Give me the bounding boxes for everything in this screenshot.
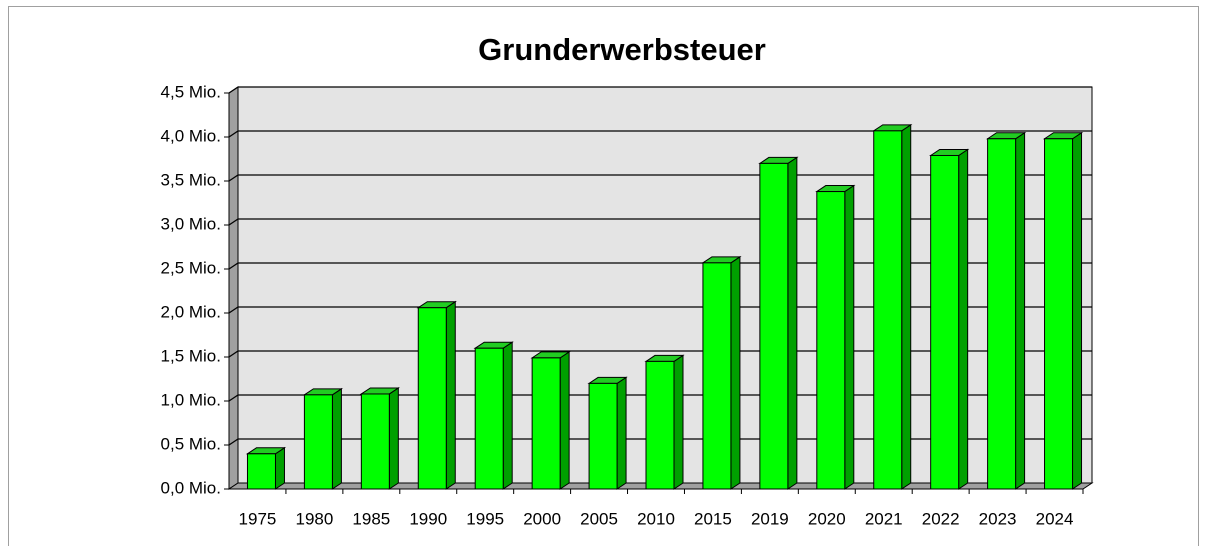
bar xyxy=(985,131,1027,490)
bar-front xyxy=(417,307,447,490)
bar-side xyxy=(331,387,342,490)
bar-front xyxy=(930,154,960,490)
bar-front xyxy=(702,262,732,490)
bar-side xyxy=(559,350,570,490)
bar xyxy=(701,255,742,490)
grid-line xyxy=(228,218,1092,226)
bar xyxy=(473,341,514,490)
bar-front xyxy=(360,393,390,490)
bar-side xyxy=(673,354,684,490)
x-tick-label: 2000 xyxy=(523,509,561,528)
bar-side xyxy=(274,446,285,490)
bar xyxy=(416,300,457,490)
bar-side xyxy=(844,184,855,490)
bar-front xyxy=(1044,138,1074,490)
x-tick-label: 2021 xyxy=(865,509,903,528)
x-tick-label: 2010 xyxy=(637,509,675,528)
bar-front xyxy=(588,382,618,490)
grid-line xyxy=(228,174,1092,182)
y-tick-label: 2,0 Mio. xyxy=(161,302,221,321)
grid-line xyxy=(228,306,1092,314)
x-tick-label: 2015 xyxy=(694,509,732,528)
bar xyxy=(302,387,344,490)
bar xyxy=(587,376,628,490)
bar xyxy=(644,354,685,490)
bar-side xyxy=(787,156,798,490)
grid-line xyxy=(228,350,1092,358)
bar xyxy=(758,156,799,490)
bar xyxy=(929,148,970,490)
bar-front xyxy=(816,191,846,490)
bar xyxy=(530,350,571,490)
grid-line xyxy=(228,438,1092,446)
bar-front xyxy=(474,347,504,490)
bar xyxy=(1042,131,1084,490)
bar-side xyxy=(901,123,912,490)
x-tick-label: 2019 xyxy=(751,509,789,528)
bar-front xyxy=(759,162,789,490)
grid-line xyxy=(228,394,1092,402)
x-tick-label: 2020 xyxy=(808,509,846,528)
y-tick-label: 0,5 Mio. xyxy=(161,434,221,453)
y-tick-label: 1,5 Mio. xyxy=(161,346,221,365)
x-tick-label: 2023 xyxy=(979,509,1017,528)
x-tick-label: 1975 xyxy=(239,509,277,528)
bar-side xyxy=(502,341,513,490)
bar-front xyxy=(246,453,276,490)
grid-line xyxy=(228,130,1092,138)
y-tick-label: 4,5 Mio. xyxy=(161,82,221,101)
bar-side xyxy=(1015,131,1026,490)
bar-front xyxy=(531,357,561,490)
y-tick-label: 2,5 Mio. xyxy=(161,258,221,277)
x-tick-label: 1990 xyxy=(409,509,447,528)
y-tick-label: 1,0 Mio. xyxy=(161,390,221,409)
bar-front xyxy=(873,130,903,490)
bar-front xyxy=(303,394,333,490)
bar xyxy=(872,123,913,490)
y-tick-label: 4,0 Mio. xyxy=(161,126,221,145)
bar xyxy=(815,184,856,490)
bar-front xyxy=(645,360,675,490)
bar xyxy=(245,446,287,490)
bar-side xyxy=(616,376,627,490)
bar-side xyxy=(730,255,741,490)
x-tick-label: 1980 xyxy=(295,509,333,528)
x-tick-label: 2024 xyxy=(1036,509,1074,528)
grid-line xyxy=(228,86,1092,94)
x-tick-label: 2005 xyxy=(580,509,618,528)
x-tick-label: 2022 xyxy=(922,509,960,528)
y-tick-label: 0,0 Mio. xyxy=(161,478,221,497)
bar-front xyxy=(987,138,1017,490)
bar-side xyxy=(1072,131,1083,490)
x-tick-label: 1985 xyxy=(352,509,390,528)
bar-side xyxy=(388,387,399,490)
y-tick-label: 3,0 Mio. xyxy=(161,214,221,233)
bar-side xyxy=(958,148,969,490)
grid-line xyxy=(228,262,1092,270)
x-tick-label: 1995 xyxy=(466,509,504,528)
chart-title: Grunderwerbsteuer xyxy=(478,32,766,67)
bar xyxy=(359,387,400,490)
side-wall xyxy=(228,86,239,490)
bar-side xyxy=(445,300,456,490)
y-tick-label: 3,5 Mio. xyxy=(161,170,221,189)
